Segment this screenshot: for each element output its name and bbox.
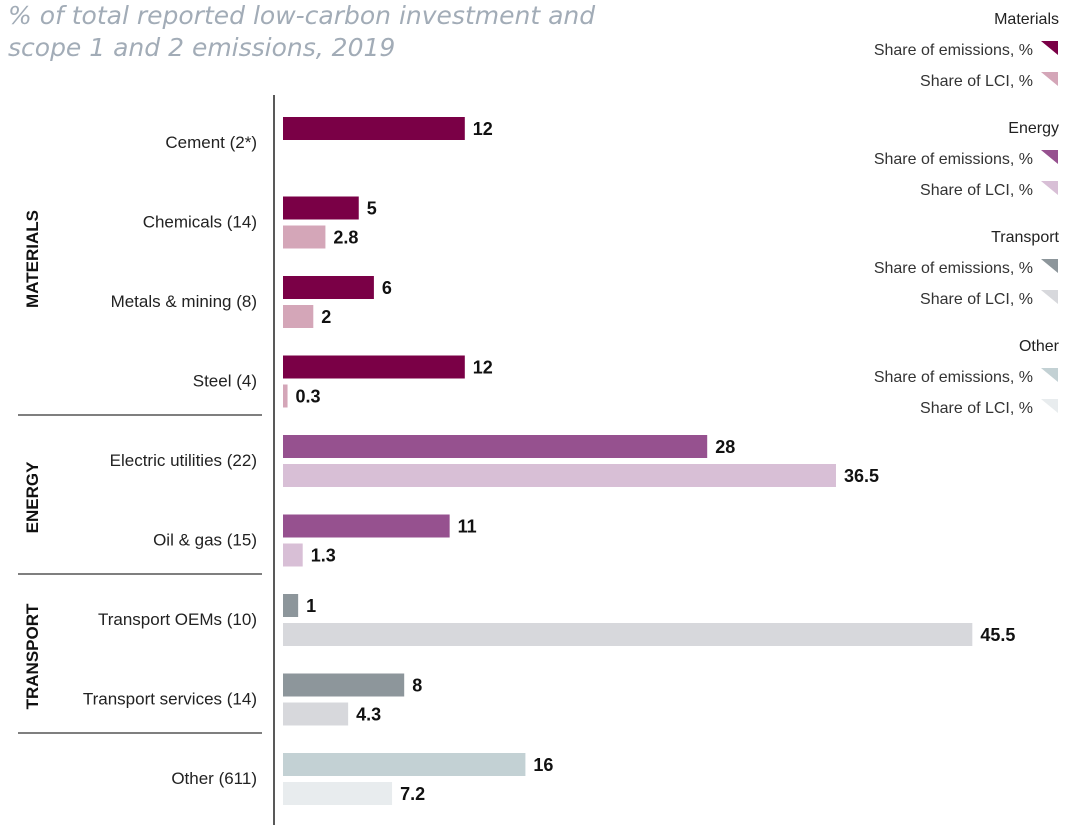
legend-item-energy-emissions: Share of emissions, % bbox=[874, 151, 1033, 168]
legend-item-materials-emissions: Share of emissions, % bbox=[874, 42, 1033, 59]
value-label-lci-metals-mining-8: 2 bbox=[321, 307, 331, 327]
legend-item-materials-lci: Share of LCI, % bbox=[920, 73, 1033, 90]
legend-item-energy-lci: Share of LCI, % bbox=[920, 182, 1033, 199]
bar-lci-metals-mining-8 bbox=[283, 305, 314, 328]
legend-swatch-materials-lci bbox=[1041, 72, 1058, 86]
bar-emissions-transport-oems-10 bbox=[283, 594, 299, 617]
group-label-energy: ENERGY bbox=[23, 461, 42, 533]
bar-lci-chemicals-14 bbox=[283, 225, 326, 249]
legend-swatch-transport-emissions bbox=[1041, 259, 1058, 273]
value-label-lci-chemicals-14: 2.8 bbox=[333, 228, 358, 248]
group-separators bbox=[18, 414, 262, 734]
value-label-lci-other-611: 7.2 bbox=[400, 784, 425, 804]
category-label-electric-utilities-22: Electric utilities (22) bbox=[110, 451, 257, 470]
bar-lci-transport-oems-10 bbox=[283, 623, 973, 646]
category-label-oil-gas-15: Oil & gas (15) bbox=[153, 531, 257, 550]
group-labels: MATERIALS ENERGY TRANSPORT bbox=[23, 210, 42, 709]
legend-item-transport-lci: Share of LCI, % bbox=[920, 291, 1033, 308]
value-label-lci-electric-utilities-22: 36.5 bbox=[844, 466, 879, 486]
legend-swatch-other-emissions bbox=[1041, 368, 1058, 382]
value-label-emissions-transport-oems-10: 1 bbox=[306, 596, 316, 616]
legend-title-energy: Energy bbox=[1008, 120, 1059, 137]
bar-lci-transport-services-14 bbox=[283, 702, 349, 726]
legend-title-other: Other bbox=[1019, 338, 1060, 355]
legend-swatch-energy-lci bbox=[1041, 181, 1058, 195]
value-label-emissions-metals-mining-8: 6 bbox=[382, 278, 392, 298]
category-label-cement-2: Cement (2*) bbox=[165, 133, 257, 152]
legend-item-transport-emissions: Share of emissions, % bbox=[874, 260, 1033, 277]
value-label-emissions-transport-services-14: 8 bbox=[412, 676, 422, 696]
value-label-lci-transport-services-14: 4.3 bbox=[356, 705, 381, 725]
category-label-transport-oems-10: Transport OEMs (10) bbox=[98, 610, 257, 629]
bar-emissions-chemicals-14 bbox=[283, 196, 359, 220]
legend-item-other-lci: Share of LCI, % bbox=[920, 400, 1033, 417]
value-label-emissions-electric-utilities-22: 28 bbox=[715, 437, 735, 457]
legend-swatch-transport-lci bbox=[1041, 290, 1058, 304]
category-label-chemicals-14: Chemicals (14) bbox=[143, 213, 257, 232]
value-labels: 12 5 2.8 6 2 12 0.3 28 36.5 11 1.3 1 45.5 8 4.3 16 7.2 bbox=[296, 119, 1016, 804]
value-label-emissions-cement-2: 12 bbox=[473, 119, 493, 139]
legend-swatch-materials-emissions bbox=[1041, 41, 1058, 55]
bar-lci-steel-4 bbox=[283, 384, 288, 408]
value-label-emissions-oil-gas-15: 11 bbox=[458, 517, 477, 537]
bar-emissions-other-611 bbox=[283, 753, 526, 776]
legend-item-other-emissions: Share of emissions, % bbox=[874, 369, 1033, 386]
bar-emissions-oil-gas-15 bbox=[283, 514, 450, 538]
bar-emissions-metals-mining-8 bbox=[283, 276, 374, 299]
legend-title-materials: Materials bbox=[994, 11, 1059, 28]
bar-emissions-transport-services-14 bbox=[283, 673, 405, 697]
value-label-lci-transport-oems-10: 45.5 bbox=[980, 625, 1015, 645]
legend-swatch-energy-emissions bbox=[1041, 150, 1058, 164]
bars bbox=[283, 117, 973, 805]
category-label-other-611: Other (611) bbox=[171, 769, 257, 788]
value-label-lci-steel-4: 0.3 bbox=[296, 387, 321, 407]
legend-swatch-other-lci bbox=[1041, 399, 1058, 413]
value-label-emissions-other-611: 16 bbox=[533, 755, 553, 775]
chart-title: % of total reported low-carbon investmen… bbox=[8, 1, 596, 62]
bar-lci-oil-gas-15 bbox=[283, 543, 303, 567]
value-label-emissions-chemicals-14: 5 bbox=[367, 199, 377, 219]
group-label-transport: TRANSPORT bbox=[23, 603, 42, 709]
legend-title-transport: Transport bbox=[991, 229, 1059, 246]
category-labels: Cement (2*) Chemicals (14) Metals & mining… bbox=[83, 133, 257, 788]
category-label-steel-4: Steel (4) bbox=[193, 372, 257, 391]
category-label-transport-services-14: Transport services (14) bbox=[83, 690, 257, 709]
legend: Materials Share of emissions, % Share of L… bbox=[874, 11, 1060, 417]
bar-lci-other-611 bbox=[283, 782, 393, 805]
value-label-emissions-steel-4: 12 bbox=[473, 358, 493, 378]
bar-lci-electric-utilities-22 bbox=[283, 464, 836, 487]
bar-emissions-cement-2 bbox=[283, 117, 465, 140]
bar-emissions-electric-utilities-22 bbox=[283, 435, 708, 458]
bar-emissions-steel-4 bbox=[283, 355, 465, 379]
category-label-metals-mining-8: Metals & mining (8) bbox=[111, 292, 257, 311]
group-label-materials: MATERIALS bbox=[23, 210, 42, 308]
value-label-lci-oil-gas-15: 1.3 bbox=[311, 546, 336, 566]
